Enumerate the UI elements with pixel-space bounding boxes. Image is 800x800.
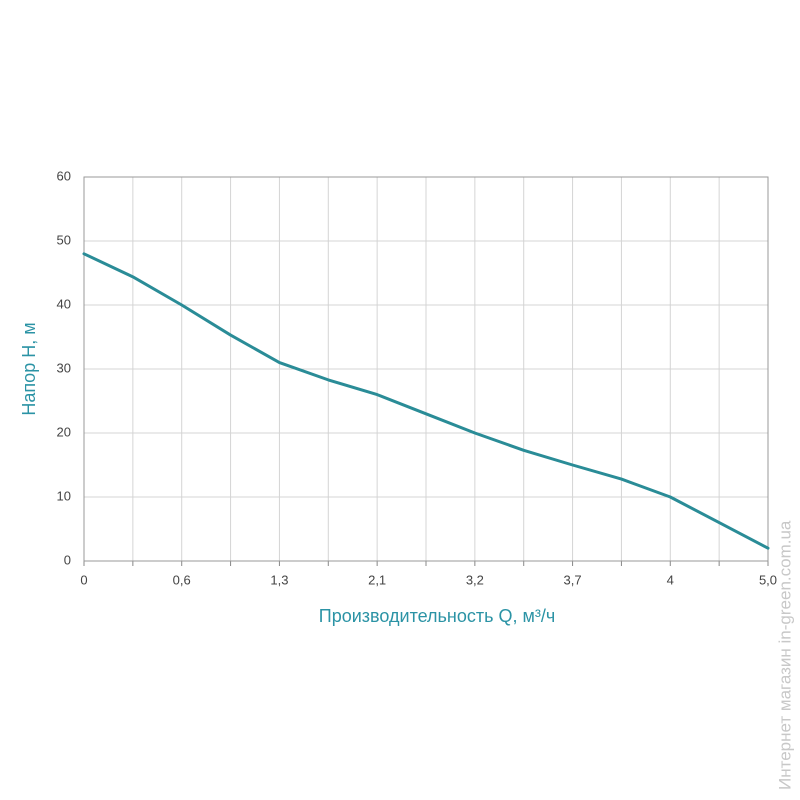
data-line — [82, 252, 770, 550]
x-axis-title: Производительность Q, м³/ч — [319, 606, 555, 626]
x-tick-label: 3,2 — [466, 572, 484, 587]
plot-frame — [83, 176, 769, 562]
y-tick-label: 10 — [57, 488, 71, 503]
y-tick-label: 40 — [57, 296, 71, 311]
y-tick-label: 20 — [57, 424, 71, 439]
x-tick-label: 1,3 — [270, 572, 288, 587]
x-tick-label: 4 — [667, 572, 674, 587]
y-tick-label: 30 — [57, 360, 71, 375]
x-tick-label: 5,0 — [759, 572, 777, 587]
y-tick-label: 0 — [64, 552, 71, 567]
watermark: Интернет магазин in-green.com.ua — [775, 520, 794, 790]
x-tick-label: 0 — [80, 572, 87, 587]
y-tick-label: 60 — [57, 168, 71, 183]
x-tick-label: 0,6 — [173, 572, 191, 587]
y-tick-label: 50 — [57, 232, 71, 247]
y-axis-title: Напор H, м — [19, 322, 39, 415]
x-tick-label: 3,7 — [564, 572, 582, 587]
x-tick-label: 2,1 — [368, 572, 386, 587]
